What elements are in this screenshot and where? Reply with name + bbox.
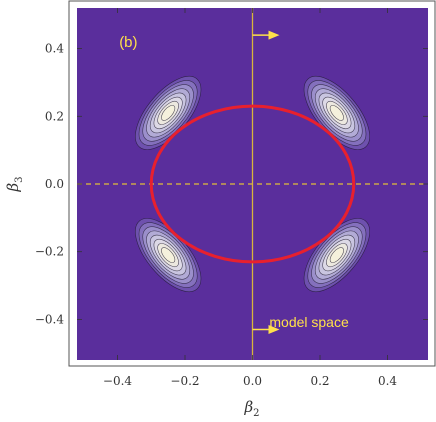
- y-axis-symbol: β: [4, 183, 22, 193]
- contour-level: [161, 105, 176, 121]
- tick-labels: −0.4 −0.2 0.0 0.2 0.4 −0.4 −0.2 0.0 0.2 0.4: [35, 42, 398, 388]
- y-tick-label: −0.4: [35, 312, 65, 326]
- model-space-annotation: model space: [269, 314, 349, 330]
- axis-ticks: [77, 8, 428, 360]
- contour-lobe: [303, 218, 370, 292]
- overlay-lines: [77, 8, 428, 360]
- x-axis-symbol: β: [244, 398, 254, 416]
- y-tick-label: 0.2: [45, 109, 64, 123]
- arrow: [252, 325, 280, 335]
- x-axis-title: β2: [244, 398, 260, 419]
- y-tick-label: 0.0: [45, 177, 64, 191]
- y-tick-label: −0.2: [35, 245, 64, 259]
- x-axis-subscript: 2: [253, 408, 259, 419]
- y-axis-title: β3: [4, 176, 25, 192]
- arrow: [252, 30, 280, 40]
- x-tick-label: 0.0: [243, 374, 262, 388]
- x-tick-label: 0.4: [378, 374, 397, 388]
- contour-lobe: [303, 76, 370, 150]
- contour-level: [329, 247, 344, 263]
- y-tick-label: 0.4: [45, 42, 64, 56]
- arrow-head: [268, 30, 280, 40]
- x-tick-label: 0.2: [310, 374, 329, 388]
- arrow-head: [268, 325, 280, 335]
- x-tick-label: −0.4: [103, 374, 133, 388]
- contour-level: [161, 247, 176, 263]
- contour-lobes: [135, 76, 370, 292]
- contour-lobe: [135, 76, 202, 150]
- x-tick-label: −0.2: [170, 374, 199, 388]
- contour-level: [329, 105, 344, 121]
- panel-label: (b): [119, 34, 137, 51]
- model-space-ellipse: [149, 104, 356, 264]
- y-axis-subscript: 3: [14, 176, 25, 182]
